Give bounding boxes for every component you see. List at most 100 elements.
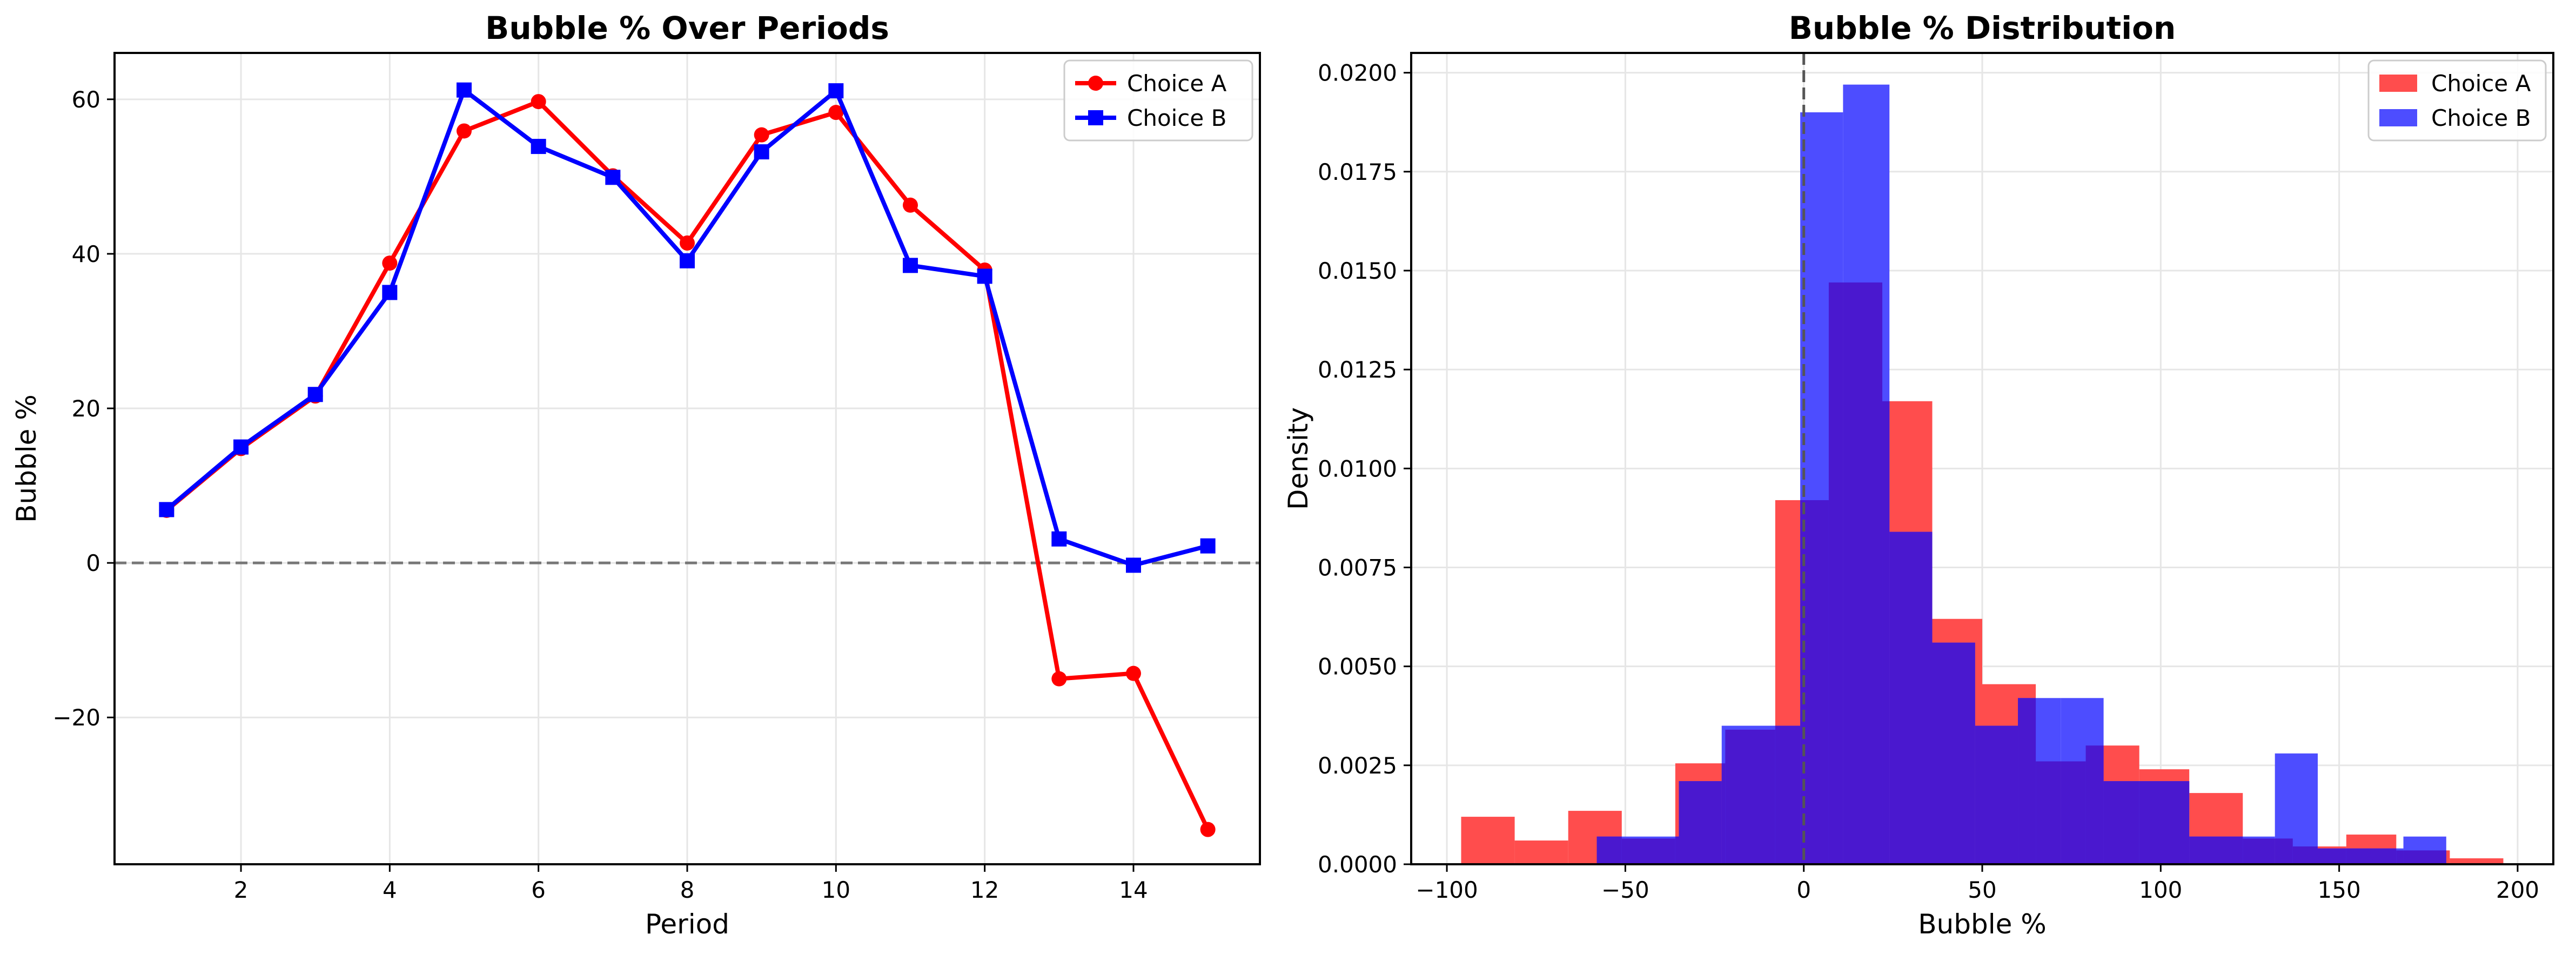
legend: Choice A Choice B bbox=[2367, 59, 2547, 142]
bar-overlap bbox=[1675, 836, 1679, 864]
y-axis-label: Bubble % bbox=[11, 394, 42, 523]
data-point bbox=[605, 170, 621, 185]
bar-overlap bbox=[2275, 838, 2293, 864]
y-tick-label: −20 bbox=[52, 704, 100, 731]
chart-title: Bubble % Distribution bbox=[1789, 10, 2176, 46]
y-tick-label: 0.0100 bbox=[1318, 455, 1397, 482]
y-tick-label: 0.0200 bbox=[1318, 60, 1397, 86]
x-tick-label: 50 bbox=[1968, 877, 1996, 903]
data-point bbox=[977, 268, 992, 284]
histogram-chart: −100 −50 0 50 100 150 200 0.00000.00250.00500.… bbox=[1283, 10, 2554, 940]
x-tick-label: 0 bbox=[1796, 877, 1811, 903]
x-tick-label: −100 bbox=[1416, 877, 1478, 903]
data-point bbox=[1125, 665, 1141, 681]
y-tick-label: 0.0125 bbox=[1318, 357, 1397, 383]
bar-overlap bbox=[1889, 532, 1933, 864]
y-tick-label: 60 bbox=[72, 86, 100, 113]
y-axis-label: Density bbox=[1283, 407, 1314, 510]
legend-label: Choice A bbox=[2431, 70, 2531, 97]
data-point bbox=[828, 105, 844, 120]
data-point bbox=[457, 82, 472, 98]
data-point bbox=[680, 235, 695, 251]
legend-label: Choice B bbox=[2431, 105, 2531, 131]
legend-swatch bbox=[2379, 75, 2417, 92]
x-tick-label: 150 bbox=[2318, 877, 2361, 903]
bar-overlap bbox=[2403, 850, 2446, 864]
data-point bbox=[1051, 671, 1067, 687]
legend-marker bbox=[1088, 110, 1103, 125]
bar-overlap bbox=[2103, 781, 2139, 864]
data-point bbox=[457, 123, 472, 139]
y-tick-label: 0.0000 bbox=[1318, 851, 1397, 878]
bar-choice-a bbox=[1461, 817, 1515, 864]
bar-overlap bbox=[2396, 850, 2404, 864]
x-tick-label: 14 bbox=[1119, 877, 1148, 903]
data-point bbox=[382, 285, 398, 300]
data-point bbox=[233, 439, 249, 455]
bar-overlap bbox=[2036, 761, 2061, 864]
x-tick-label: 6 bbox=[531, 877, 546, 903]
bar-overlap bbox=[1982, 725, 2018, 864]
x-tick-label: 12 bbox=[970, 877, 999, 903]
data-point bbox=[754, 127, 769, 143]
x-axis-label: Period bbox=[645, 909, 729, 940]
x-tick-label: 200 bbox=[2496, 877, 2539, 903]
legend-label: Choice B bbox=[1127, 105, 1226, 131]
data-point bbox=[1200, 822, 1216, 837]
y-axis-ticks: 0.0000 0.0025 0.0050 0.0075 0.0100 0.0125 0.01… bbox=[1318, 60, 1411, 878]
data-point bbox=[159, 502, 175, 517]
data-point bbox=[902, 258, 918, 273]
bar-overlap bbox=[1621, 838, 1675, 864]
bar-overlap bbox=[2346, 848, 2397, 864]
bar-overlap bbox=[2018, 698, 2036, 864]
x-tick-label: 10 bbox=[822, 877, 850, 903]
grid bbox=[115, 53, 1260, 864]
data-point bbox=[531, 94, 546, 110]
legend-marker bbox=[1088, 76, 1103, 91]
x-axis-label: Bubble % bbox=[1918, 909, 2047, 940]
line-chart: 2 4 6 8 10 12 14 −20 0 20 40 60 Bubble % Over Peri… bbox=[11, 10, 1261, 940]
bar-overlap bbox=[1828, 282, 1843, 865]
y-tick-label: 0 bbox=[86, 550, 100, 576]
bar-overlap bbox=[2139, 781, 2190, 864]
y-tick-label: 0.0150 bbox=[1318, 258, 1397, 284]
data-point bbox=[1125, 557, 1141, 573]
data-point bbox=[680, 253, 695, 268]
bar-overlap bbox=[2061, 761, 2086, 864]
bars-layer bbox=[1461, 84, 2504, 865]
x-tick-label: 100 bbox=[2139, 877, 2182, 903]
bar-overlap bbox=[1596, 836, 1622, 864]
y-tick-label: 0.0075 bbox=[1318, 554, 1397, 581]
y-tick-label: 0.0050 bbox=[1318, 654, 1397, 680]
bar-overlap bbox=[2189, 836, 2243, 864]
data-point bbox=[902, 197, 918, 213]
bar-overlap bbox=[1843, 282, 1883, 865]
data-point bbox=[754, 144, 769, 160]
legend: Choice A Choice B bbox=[1063, 59, 1253, 142]
y-axis-ticks: −20 0 20 40 60 bbox=[52, 86, 115, 731]
bar-overlap bbox=[1679, 781, 1722, 864]
y-tick-label: 20 bbox=[72, 395, 100, 422]
series-layer bbox=[159, 82, 1216, 837]
data-point bbox=[1051, 531, 1067, 547]
bar-overlap bbox=[1721, 763, 1726, 864]
bar-overlap bbox=[1725, 729, 1775, 864]
x-tick-label: 8 bbox=[680, 877, 695, 903]
y-tick-label: 0.0175 bbox=[1318, 159, 1397, 185]
legend-label: Choice A bbox=[1127, 70, 1227, 97]
bar-overlap bbox=[2317, 848, 2346, 864]
data-point bbox=[382, 255, 398, 271]
bar-overlap bbox=[2085, 745, 2104, 864]
bar-overlap bbox=[1882, 401, 1890, 864]
bar-overlap bbox=[1775, 725, 1801, 864]
bar-overlap bbox=[1975, 725, 1982, 864]
chart-title: Bubble % Over Periods bbox=[485, 10, 889, 46]
bar-choice-a bbox=[1514, 840, 1568, 864]
legend-box bbox=[1063, 59, 1253, 142]
x-tick-label: 4 bbox=[383, 877, 397, 903]
data-point bbox=[531, 139, 546, 154]
legend-swatch bbox=[2379, 109, 2417, 126]
bar-overlap bbox=[2243, 838, 2275, 864]
data-point bbox=[1200, 538, 1216, 554]
